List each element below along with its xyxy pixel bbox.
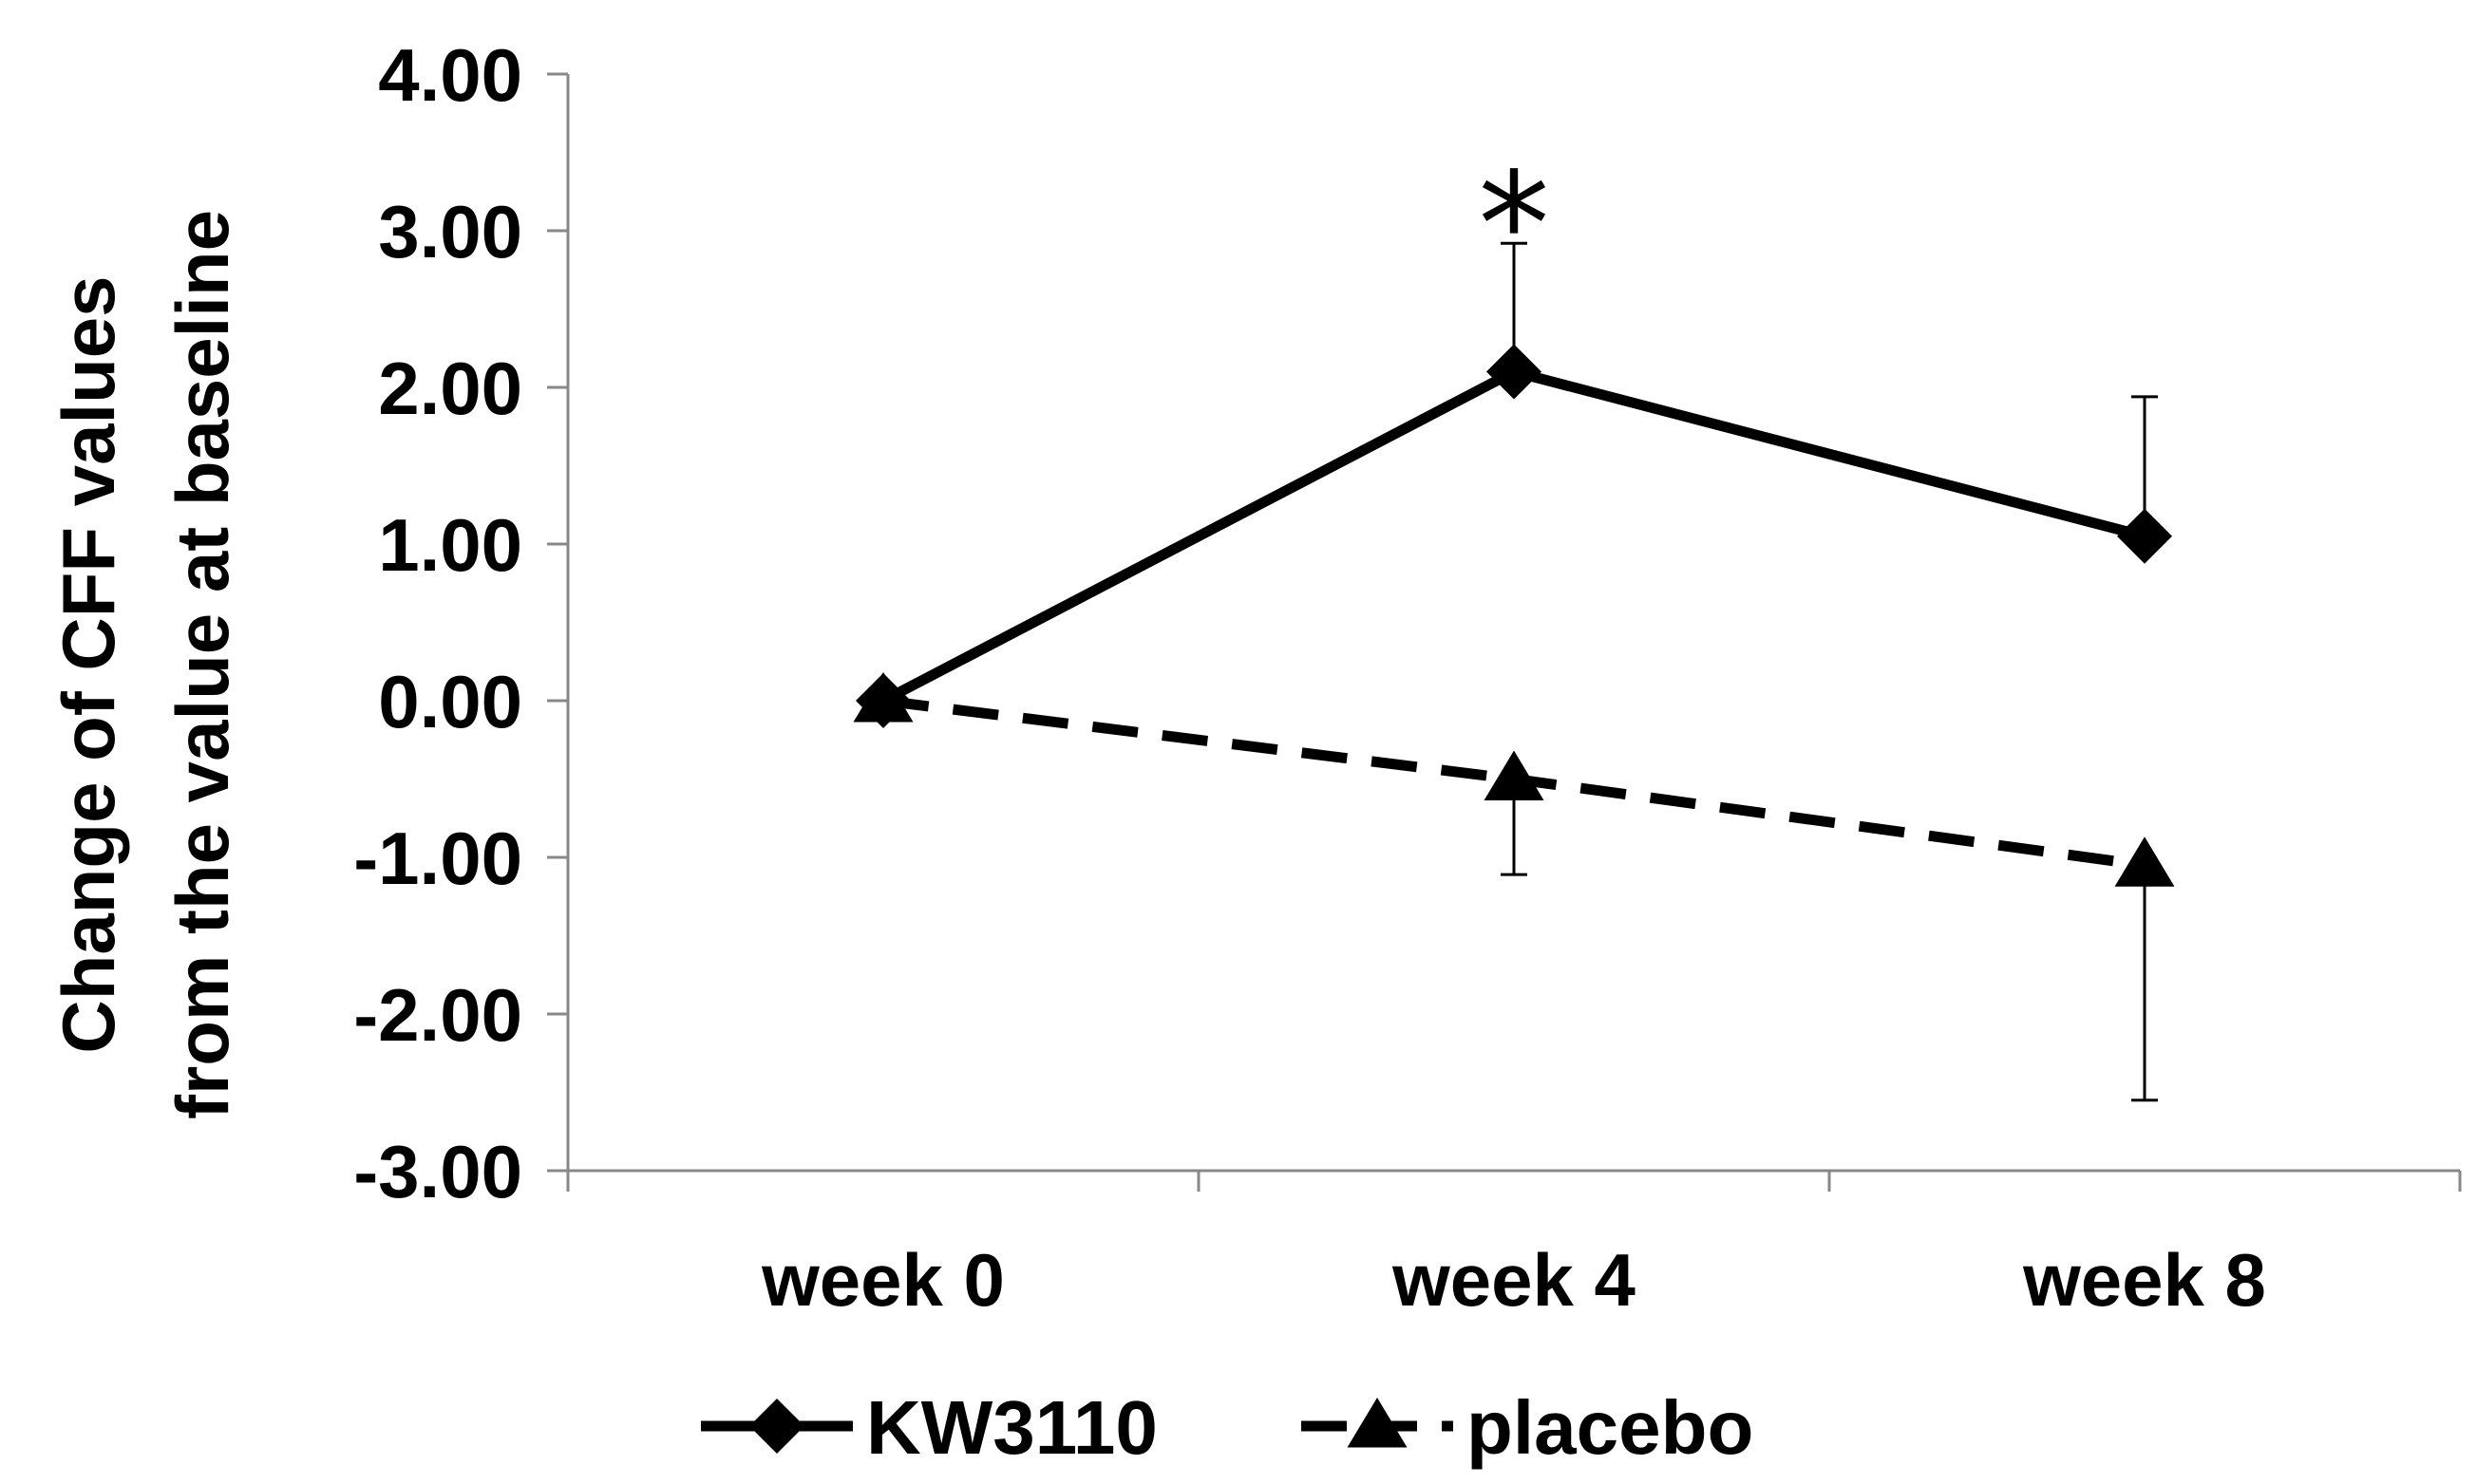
x-tick-label: week 8	[2022, 1238, 2266, 1322]
y-axis-ticks: 4.00 3.00 2.00 1.00 0.00 -1.00 -2.00 -3.00	[353, 33, 568, 1213]
axes: 4.00 3.00 2.00 1.00 0.00 -1.00 -2.00 -3.00 week…	[353, 33, 2462, 1322]
y-tick-label: 2.00	[378, 347, 522, 430]
series-line	[880, 366, 2146, 705]
data-point	[2117, 508, 2172, 564]
legend-marker	[1347, 1398, 1408, 1448]
legend-label: KW3110	[866, 1385, 1158, 1470]
data-point	[1486, 344, 1541, 400]
y-axis-title-line-1: Change of CFF values	[47, 275, 130, 1053]
data-point	[2114, 836, 2175, 887]
data-point	[1484, 750, 1544, 800]
y-tick-label: 1.00	[378, 503, 522, 587]
x-axis-ticks: week 0 week 4 week 8	[566, 1171, 2462, 1322]
y-tick-label: -2.00	[353, 973, 522, 1057]
y-tick-label: 0.00	[378, 660, 522, 743]
y-tick-label: 4.00	[378, 33, 522, 117]
legend-item-placebo: placebo	[1301, 1385, 1753, 1470]
data-point	[856, 673, 911, 728]
y-axis-title-line-2: from the value at baseline	[161, 210, 244, 1119]
y-tick-label: -3.00	[353, 1130, 522, 1213]
legend-marker	[749, 1399, 804, 1454]
annotation-layer: *	[1479, 143, 1550, 309]
significance-asterisk: *	[1479, 143, 1550, 309]
legend-item-kw3110: KW3110	[701, 1385, 1158, 1470]
series-placebo	[853, 672, 2175, 1102]
y-tick-label: -1.00	[353, 817, 522, 900]
x-tick-label: week 0	[761, 1238, 1005, 1322]
series-kw3110	[856, 241, 2172, 728]
x-tick-label: week 4	[1391, 1238, 1636, 1322]
y-tick-label: 3.00	[378, 190, 522, 273]
legend: KW3110 placebo	[701, 1385, 1753, 1470]
series-layer	[853, 241, 2175, 1102]
legend-label: placebo	[1466, 1385, 1753, 1470]
